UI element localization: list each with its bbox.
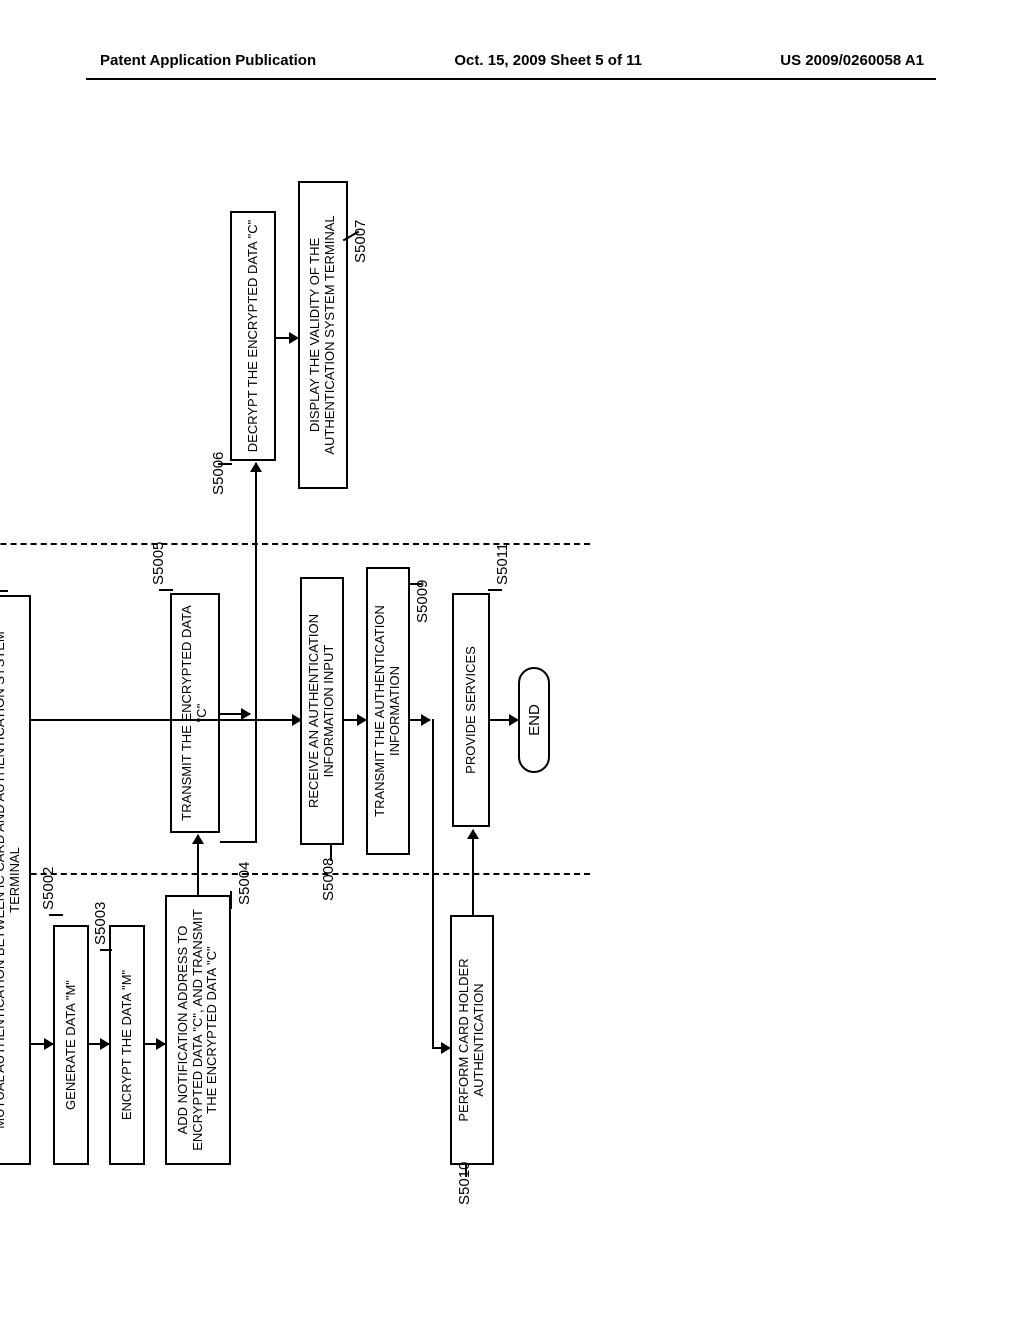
arrow-s5010-s5011 bbox=[472, 830, 474, 915]
header-rule bbox=[86, 78, 936, 80]
leader-s5005 bbox=[159, 589, 173, 591]
label-s5006: S5006 bbox=[210, 452, 227, 495]
header-center: Oct. 15, 2009 Sheet 5 of 11 bbox=[454, 52, 642, 69]
arrow-s5009-d bbox=[410, 719, 430, 721]
leader-s5001 bbox=[0, 590, 8, 592]
arrow-s5005-v2 bbox=[220, 841, 255, 843]
label-s5007: S5007 bbox=[352, 220, 369, 263]
label-s5005: S5005 bbox=[150, 542, 167, 585]
leader-s5002 bbox=[49, 914, 63, 916]
arrow-s5005-h bbox=[255, 463, 257, 843]
box-s5002: GENERATE DATA "M" bbox=[53, 925, 89, 1165]
label-s5008: S5008 bbox=[320, 858, 337, 901]
arrow-s5004-to-s5005 bbox=[197, 835, 199, 895]
box-s5004: ADD NOTIFICATION ADDRESS TO ENCRYPTED DA… bbox=[165, 895, 231, 1165]
header-right: US 2009/0260058 A1 bbox=[780, 52, 924, 69]
box-s5007: DISPLAY THE VALIDITY OF THE AUTHENTICATI… bbox=[298, 181, 348, 489]
arrow-a6 bbox=[276, 337, 298, 339]
leader-s5008 bbox=[330, 845, 332, 861]
label-s5004: S5004 bbox=[236, 862, 253, 905]
arrow-s5009-h bbox=[432, 719, 434, 1049]
leader-s5006 bbox=[218, 463, 232, 465]
label-s5002: S5002 bbox=[40, 867, 57, 910]
leader-s5009 bbox=[410, 583, 422, 585]
label-s5003: S5003 bbox=[92, 902, 109, 945]
box-s5010: PERFORM CARD HOLDER AUTHENTICATION bbox=[450, 915, 494, 1165]
box-s5005: TRANSMIT THE ENCRYPTED DATA "C" bbox=[170, 593, 220, 833]
figure-rotated: FIG.5 IC CARD AUTHENTICATION SYSTEM TERM… bbox=[5, 305, 1024, 1055]
arrow-a8 bbox=[344, 719, 366, 721]
leader-s5003 bbox=[100, 949, 112, 951]
box-s5011: PROVIDE SERVICES bbox=[452, 593, 490, 827]
page-header: Patent Application Publication Oct. 15, … bbox=[0, 52, 1024, 69]
lane-divider-1 bbox=[0, 873, 590, 875]
leader-s5010h bbox=[465, 1165, 467, 1177]
label-s5009: S5009 bbox=[414, 580, 431, 623]
box-s5008: RECEIVE AN AUTHENTICATION INFORMATION IN… bbox=[300, 577, 344, 845]
box-s5003: ENCRYPT THE DATA "M" bbox=[109, 925, 145, 1165]
figure-canvas: FIG.5 IC CARD AUTHENTICATION SYSTEM TERM… bbox=[0, 165, 610, 1205]
arrow-a3 bbox=[145, 1043, 165, 1045]
end-pill: END bbox=[518, 667, 550, 773]
arrow-s5005-d1 bbox=[220, 713, 250, 715]
leader-s5011 bbox=[488, 589, 502, 591]
arrow-end bbox=[490, 719, 518, 721]
box-s5009: TRANSMIT THE AUTHENTICATION INFORMATION bbox=[366, 567, 410, 855]
header-left: Patent Application Publication bbox=[100, 52, 316, 69]
arrow-a2 bbox=[89, 1043, 109, 1045]
leader-s5004 bbox=[230, 891, 232, 909]
label-s5011: S5011 bbox=[494, 543, 511, 585]
box-s5001: MUTUAL AUTHENTICATION BETWEEN IC CARD AN… bbox=[0, 595, 31, 1165]
arrow-term-main bbox=[31, 719, 301, 721]
arrow-s5009-d2 bbox=[432, 1047, 450, 1049]
box-s5006: DECRYPT THE ENCRYPTED DATA "C" bbox=[230, 211, 276, 461]
arrow-a1 bbox=[31, 1043, 53, 1045]
